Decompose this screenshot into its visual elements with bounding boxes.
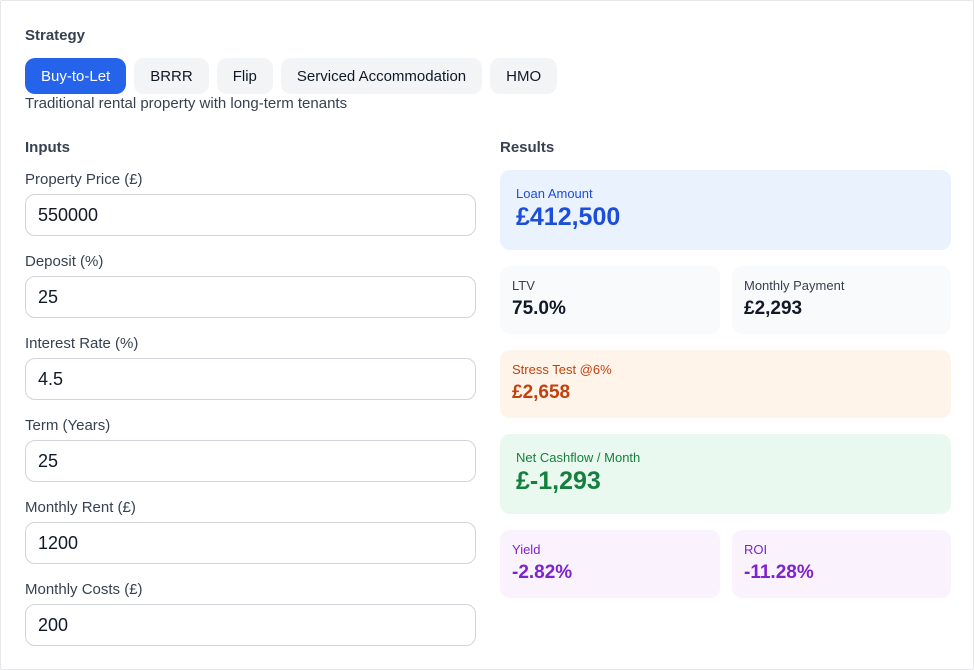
ltv-label: LTV xyxy=(512,278,535,293)
yield-card: Yield -2.82% xyxy=(500,530,720,598)
loan-amount-value: £412,500 xyxy=(516,203,621,231)
net-cashflow-label: Net Cashflow / Month xyxy=(516,450,641,465)
monthly-costs-label: Monthly Costs (£) xyxy=(25,581,143,598)
property-price-input[interactable] xyxy=(25,194,476,236)
loan-amount-label: Loan Amount xyxy=(516,186,593,201)
interest-rate-input[interactable] xyxy=(25,358,476,400)
interest-rate-label: Interest Rate (%) xyxy=(25,335,139,352)
strategy-heading: Strategy xyxy=(25,27,86,44)
stress-test-card: Stress Test @6% £2,658 xyxy=(500,350,951,418)
strategy-description: Traditional rental property with long-te… xyxy=(25,95,348,112)
yield-value: -2.82% xyxy=(512,562,573,583)
roi-card: ROI -11.28% xyxy=(732,530,951,598)
monthly-payment-value: £2,293 xyxy=(744,298,803,319)
roi-value: -11.28% xyxy=(744,562,814,583)
net-cashflow-value: £-1,293 xyxy=(516,467,601,495)
ltv-card: LTV 75.0% xyxy=(500,266,720,334)
tab-serviced-accommodation[interactable]: Serviced Accommodation xyxy=(280,58,483,94)
strategy-tabs: Buy-to-Let BRRR Flip Serviced Accommodat… xyxy=(25,58,558,94)
net-cashflow-card: Net Cashflow / Month £-1,293 xyxy=(500,434,951,514)
term-label: Term (Years) xyxy=(25,417,111,434)
tab-brrr[interactable]: BRRR xyxy=(134,58,209,94)
ltv-value: 75.0% xyxy=(512,298,566,319)
roi-label: ROI xyxy=(744,542,768,557)
inputs-heading: Inputs xyxy=(25,139,70,156)
yield-label: Yield xyxy=(512,542,541,557)
deposit-input[interactable] xyxy=(25,276,476,318)
monthly-costs-input[interactable] xyxy=(25,604,476,646)
tab-buy-to-let[interactable]: Buy-to-Let xyxy=(25,58,127,94)
loan-amount-card: Loan Amount £412,500 xyxy=(500,170,951,250)
results-heading: Results xyxy=(500,139,555,156)
stress-test-label: Stress Test @6% xyxy=(512,362,612,377)
monthly-payment-card: Monthly Payment £2,293 xyxy=(732,266,951,334)
term-input[interactable] xyxy=(25,440,476,482)
monthly-payment-label: Monthly Payment xyxy=(744,278,845,293)
tab-hmo[interactable]: HMO xyxy=(490,58,558,94)
monthly-rent-label: Monthly Rent (£) xyxy=(25,499,136,516)
stress-test-value: £2,658 xyxy=(512,382,571,403)
property-price-label: Property Price (£) xyxy=(25,171,143,188)
tab-flip[interactable]: Flip xyxy=(216,58,273,94)
monthly-rent-input[interactable] xyxy=(25,522,476,564)
deposit-label: Deposit (%) xyxy=(25,253,104,270)
